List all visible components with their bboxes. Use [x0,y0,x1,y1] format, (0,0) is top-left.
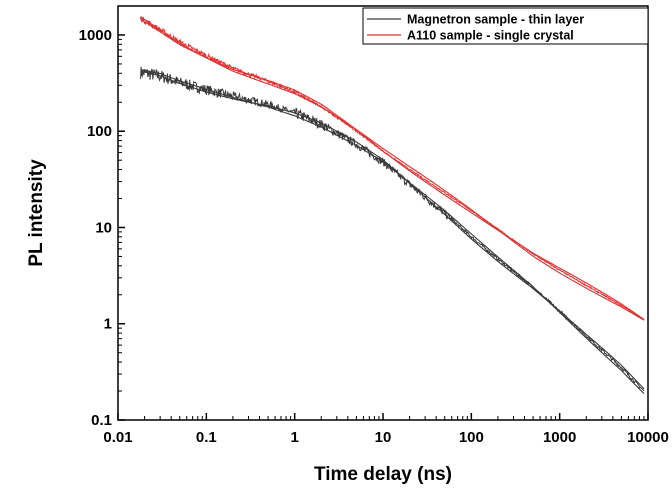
y-tick-label: 0.1 [91,412,112,429]
legend-label-a110: A110 sample - single crystal [407,29,574,43]
plot-frame [117,5,649,421]
y-axis-ticks [118,5,125,421]
x-axis-ticks [117,413,649,420]
y-tick-label: 10 [95,219,112,236]
legend-label-magnetron: Magnetron sample - thin layer [407,13,584,27]
x-axis-title: Time delay (ns) [314,464,452,485]
y-tick-label: 1000 [79,27,112,44]
x-tick-label: 0.1 [196,429,217,446]
series-magnetron [140,66,645,395]
x-tick-label: 1 [290,429,298,446]
series-fit-line [140,16,645,321]
y-tick-labels: 0.1 1 10 100 1000 [79,27,112,429]
x-tick-label: 10000 [627,429,669,446]
plot-area-data [140,16,645,395]
y-tick-label: 100 [87,123,112,140]
series-fit-line [140,68,645,395]
x-tick-label: 10 [375,429,392,446]
series-fit-line [140,70,645,390]
x-tick-labels: 0.01 0.1 1 10 100 1000 10000 [103,429,668,446]
x-tick-label: 0.01 [103,429,132,446]
y-axis-title: PL intensity [26,159,47,267]
legend: Magnetron sample - thin layer A110 sampl… [362,7,649,45]
series-fit-line [140,18,645,320]
x-tick-label: 100 [459,429,484,446]
legend-box [362,7,649,45]
y-tick-label: 1 [104,316,112,333]
series-line [140,66,645,391]
series-a110 [140,16,645,321]
x-tick-label: 1000 [543,429,576,446]
